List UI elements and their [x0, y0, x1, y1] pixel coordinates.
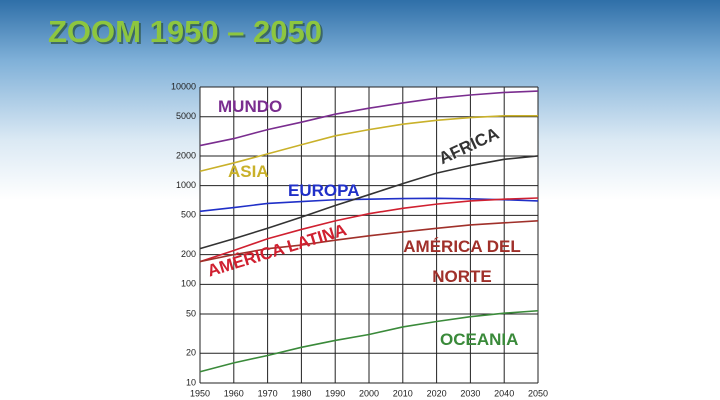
y-tick-label: 20 [186, 348, 196, 358]
y-tick-label: 10000 [171, 81, 196, 91]
y-tick-label: 200 [181, 249, 196, 259]
x-tick-label: 2000 [359, 388, 379, 398]
y-tick-label: 500 [181, 210, 196, 220]
x-tick-label: 1980 [291, 388, 311, 398]
x-tick-label: 1960 [224, 388, 244, 398]
x-tick-label: 2040 [494, 388, 514, 398]
x-tick-label: 2050 [528, 388, 548, 398]
y-tick-label: 100 [181, 279, 196, 289]
series-label: AMÉRICA DEL NORTE [403, 237, 521, 286]
x-tick-label: 2010 [393, 388, 413, 398]
series-line [199, 90, 539, 147]
y-tick-label: 50 [186, 308, 196, 318]
series-label: OCEANIA [440, 330, 519, 349]
series-line [199, 309, 539, 373]
series-line [199, 197, 539, 263]
series-label: ASIA [228, 162, 269, 181]
series-line [199, 155, 539, 250]
series-line [199, 115, 538, 173]
series-label: EUROPA [288, 181, 360, 200]
x-tick-label: 1970 [258, 388, 278, 398]
series-line [199, 220, 539, 263]
x-tick-label: 2020 [427, 388, 447, 398]
series-label: MUNDO [218, 97, 283, 116]
y-tick-label: 5000 [176, 111, 196, 121]
title-shadow: ZOOM 1950 – 2050 [50, 16, 324, 51]
y-tick-label: 1000 [176, 180, 196, 190]
x-tick-label: 1990 [325, 388, 345, 398]
y-tick-label: 2000 [176, 150, 196, 160]
x-tick-label: 2030 [460, 388, 480, 398]
chart-title: ZOOM 1950 – 2050 [48, 14, 322, 49]
y-tick-label: 10 [186, 377, 196, 387]
x-tick-label: 1950 [190, 388, 210, 398]
series-line [199, 197, 539, 213]
